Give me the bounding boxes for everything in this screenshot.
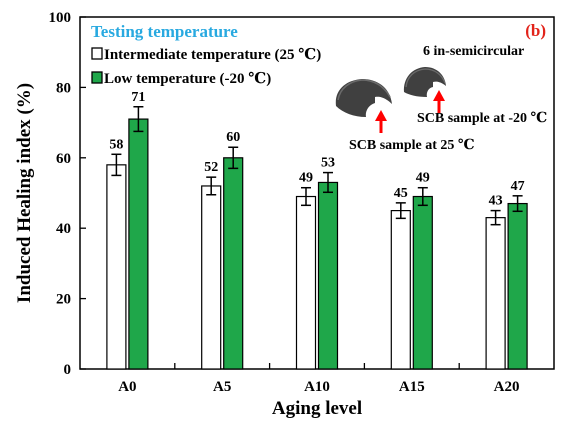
legend-item-intermediate: Intermediate temperature (25 ℃) xyxy=(91,47,321,63)
scb-sample-m20-shape xyxy=(403,67,446,97)
data-label: 71 xyxy=(131,90,145,105)
y-tick-label: 60 xyxy=(56,151,71,167)
scb-25-annotation: SCB sample at 25 ℃ xyxy=(349,138,475,153)
x-tick-label: A0 xyxy=(118,379,136,395)
bar xyxy=(507,202,528,370)
y-axis-ticks: 0 20 40 60 80 100 xyxy=(49,10,86,378)
bar xyxy=(412,195,433,370)
x-tick-label: A15 xyxy=(399,379,425,395)
data-label: 53 xyxy=(321,156,335,171)
bar xyxy=(317,181,339,370)
scb-sample-25-illustration xyxy=(335,79,392,117)
legend-label-low: Low temperature (-20 ℃) xyxy=(104,71,271,87)
legend-title: Testing temperature xyxy=(91,22,238,41)
y-tick-label: 20 xyxy=(56,292,71,308)
legend-swatch-intermediate xyxy=(91,47,103,60)
bar xyxy=(128,118,149,370)
x-axis-title: Aging level xyxy=(272,398,362,419)
data-label: 60 xyxy=(226,130,240,145)
data-label: 58 xyxy=(109,137,123,152)
data-label: 45 xyxy=(394,186,408,201)
bars-group: 58 71 52 60 49 53 45 49 43 47 xyxy=(106,90,528,370)
x-tick-label: A20 xyxy=(494,379,520,395)
data-label: 49 xyxy=(299,171,313,186)
bar xyxy=(485,217,506,370)
scb-sample-m20-top xyxy=(405,68,446,88)
y-axis-title: Induced Healing index (%) xyxy=(14,83,35,303)
x-axis-ticks: A0 A5 A10 A15 A20 xyxy=(118,363,520,395)
legend-label-intermediate: Intermediate temperature (25 ℃) xyxy=(104,47,321,63)
y-tick-label: 100 xyxy=(49,10,72,26)
plot-frame xyxy=(79,16,555,370)
bar xyxy=(201,185,222,370)
y-tick-label: 40 xyxy=(56,221,71,237)
x-tick-label: A5 xyxy=(213,379,231,395)
data-label: 49 xyxy=(416,171,430,186)
arrow-m20 xyxy=(433,90,445,113)
bar xyxy=(106,164,127,370)
bar xyxy=(223,157,244,370)
x-tick-label: A10 xyxy=(304,379,330,395)
legend-item-low: Low temperature (-20 ℃) xyxy=(91,71,271,87)
legend-swatch-low xyxy=(91,71,103,84)
data-label: 43 xyxy=(489,194,503,209)
sample-title-annotation: 6 in-semicircular xyxy=(423,44,524,59)
scb-sample-25-shape xyxy=(335,79,392,117)
bar xyxy=(390,210,411,370)
arrow-25 xyxy=(375,110,387,133)
y-tick-label: 80 xyxy=(56,80,71,96)
data-label: 47 xyxy=(511,179,525,194)
scb-sample-m20-illustration xyxy=(403,67,446,97)
scb-m20-annotation: SCB sample at -20 ℃ xyxy=(417,111,548,126)
data-label: 52 xyxy=(204,160,218,175)
y-tick-label: 0 xyxy=(64,362,72,378)
bar xyxy=(295,195,317,370)
panel-tag: (b) xyxy=(525,21,546,40)
scb-sample-25-top xyxy=(337,79,391,101)
